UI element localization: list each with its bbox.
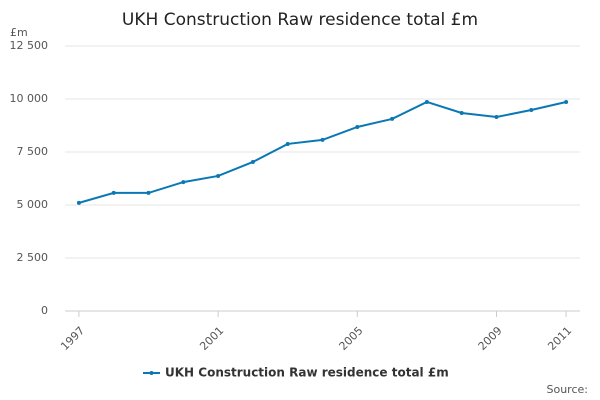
- y-tick-label: 5 000: [17, 198, 49, 211]
- data-point: [355, 124, 360, 129]
- data-point: [111, 190, 116, 195]
- data-point: [564, 99, 569, 104]
- y-tick-label: 0: [41, 304, 48, 317]
- x-tick-label: 2009: [476, 324, 505, 353]
- legend-marker: [149, 371, 154, 375]
- x-tick-label: 1997: [58, 324, 87, 353]
- y-axis-label: £m: [10, 26, 28, 39]
- x-tick-label: 2001: [197, 324, 226, 353]
- data-point: [494, 115, 499, 120]
- data-point: [424, 99, 429, 104]
- data-point: [529, 108, 534, 113]
- data-point: [459, 110, 464, 115]
- x-tick-label: 2011: [545, 324, 574, 353]
- data-point: [76, 200, 81, 205]
- data-point: [250, 159, 255, 164]
- data-point: [285, 141, 290, 146]
- y-tick-label: 7 500: [17, 145, 49, 158]
- data-point: [181, 180, 186, 185]
- chart-title: UKH Construction Raw residence total £m: [122, 10, 478, 30]
- x-tick-label: 2005: [337, 324, 366, 353]
- source: Source:: [547, 383, 589, 396]
- data-point: [146, 190, 151, 195]
- data-point: [320, 137, 325, 142]
- data-point: [216, 173, 221, 178]
- y-tick-label: 10 000: [10, 92, 49, 105]
- data-point: [390, 116, 395, 121]
- legend-label: UKH Construction Raw residence total £m: [165, 366, 449, 380]
- y-tick-label: 2 500: [17, 251, 49, 264]
- y-tick-label: 12 500: [10, 39, 49, 52]
